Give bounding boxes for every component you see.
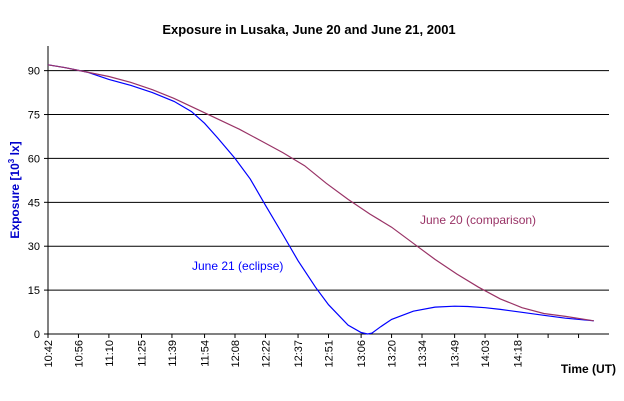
gridlines xyxy=(48,70,609,291)
x-tick-label: 12:08 xyxy=(230,340,242,368)
y-tick-label: 30 xyxy=(28,241,40,253)
x-tick-label: 12:22 xyxy=(260,340,272,368)
y-tick-labels: 0 15 30 45 60 75 90 xyxy=(28,66,40,341)
x-tick-label: 11:10 xyxy=(104,340,116,367)
x-tick-label: 13:20 xyxy=(387,340,399,368)
y-axis-label-sup: 3 xyxy=(7,158,16,163)
y-tick-label: 60 xyxy=(28,153,40,165)
y-tick-label: 90 xyxy=(28,66,40,78)
x-tick-label: 14:18 xyxy=(513,340,525,368)
x-tick-label: 10:56 xyxy=(73,340,85,368)
x-tick-labels: 10:42 10:56 11:10 11:25 11:39 11:54 12:08 12:22… xyxy=(43,340,525,368)
x-tick-label: 12:51 xyxy=(324,340,336,368)
x-tick-label: 13:06 xyxy=(356,340,368,368)
series-line-june20 xyxy=(47,64,594,322)
x-axis-label: Time (UT) xyxy=(561,362,616,376)
y-tick-label: 0 xyxy=(34,329,40,341)
y-tick-label: 15 xyxy=(28,285,40,297)
axes xyxy=(44,46,609,338)
x-tick-label: 10:42 xyxy=(43,340,55,368)
x-tick-label: 12:37 xyxy=(293,340,305,368)
series-label-june20: June 20 (comparison) xyxy=(420,213,536,227)
y-tick-label: 75 xyxy=(28,110,40,122)
x-tick-label: 14:03 xyxy=(480,340,492,368)
chart-title: Exposure in Lusaka, June 20 and June 21,… xyxy=(162,22,455,37)
series-label-june21: June 21 (eclipse) xyxy=(192,259,283,273)
y-axis-label-main: Exposure [10 xyxy=(8,163,22,239)
series-line-june21 xyxy=(47,64,594,335)
series-lines xyxy=(47,64,594,335)
y-axis-label: Exposure [103 lx] xyxy=(7,141,22,238)
x-tick-label: 13:34 xyxy=(417,340,429,368)
x-tick-label: 13:49 xyxy=(450,340,462,368)
y-axis-label-end: lx] xyxy=(8,141,22,158)
x-tick-label: 11:39 xyxy=(167,340,179,367)
x-tick-label: 11:54 xyxy=(200,340,212,367)
y-tick-label: 45 xyxy=(28,197,40,209)
x-tick-label: 11:25 xyxy=(137,340,149,367)
